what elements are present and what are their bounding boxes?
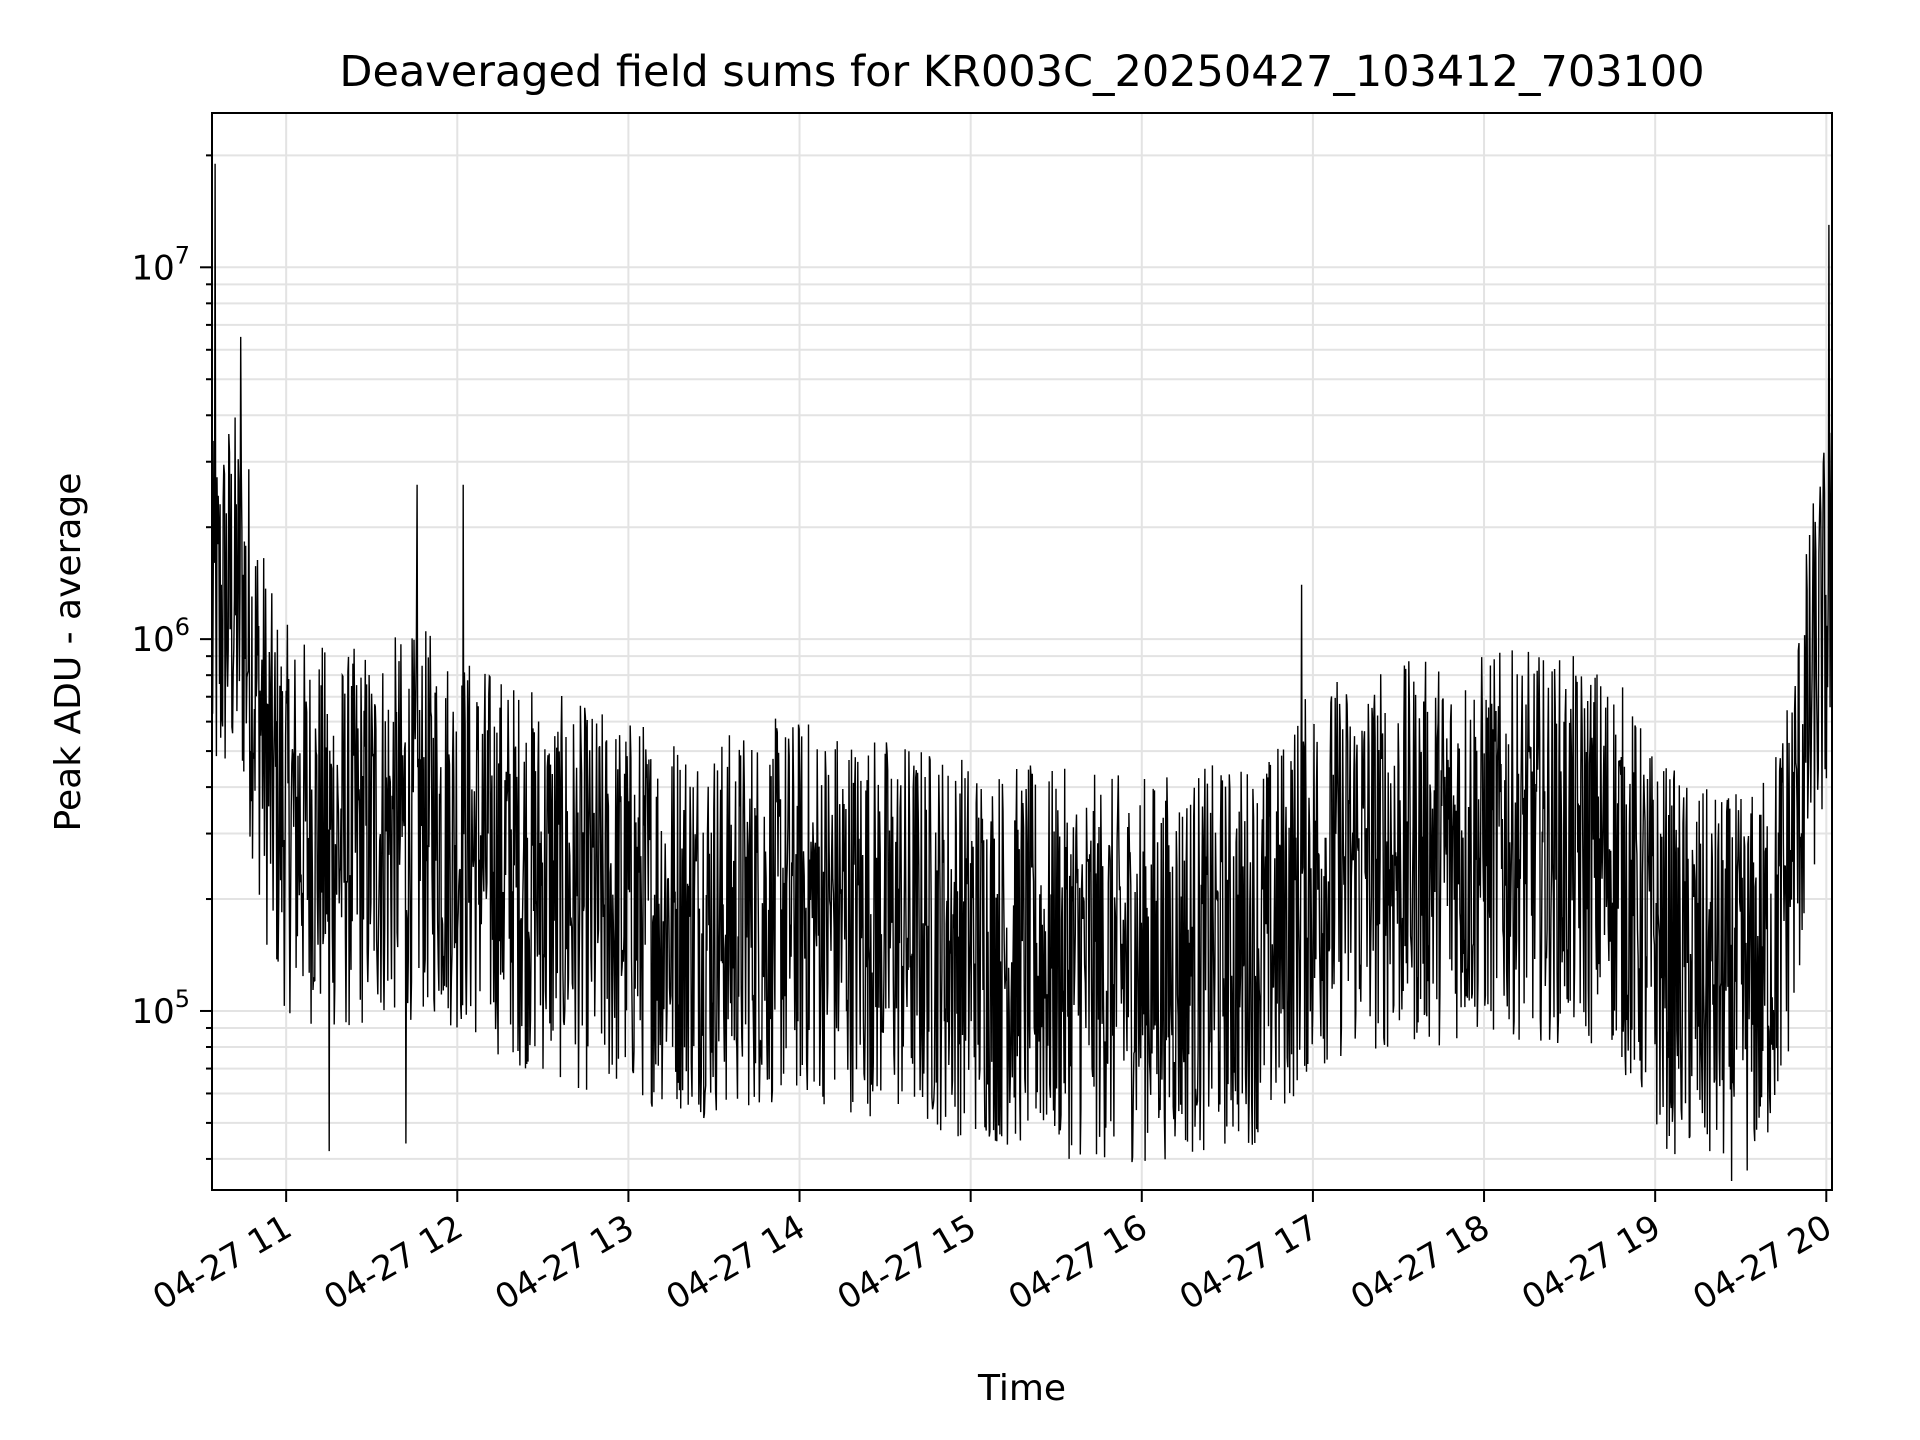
y-tick-exponent: 5 bbox=[175, 985, 190, 1013]
y-tick-base: 10 bbox=[131, 248, 174, 288]
y-tick-exponent: 6 bbox=[175, 613, 190, 641]
series-group bbox=[211, 163, 1833, 1182]
y-tick-base: 10 bbox=[131, 620, 174, 660]
x-axis-label: Time bbox=[977, 1368, 1066, 1409]
series-line bbox=[211, 163, 1833, 1182]
y-tick-label: 107 bbox=[131, 241, 190, 288]
axes-frame bbox=[211, 112, 1833, 1191]
y-tick-exponent: 7 bbox=[175, 241, 190, 269]
chart-title: Deaveraged field sums for KR003C_2025042… bbox=[339, 47, 1704, 97]
y-axis-label: Peak ADU - average bbox=[48, 473, 89, 832]
y-tick-label: 105 bbox=[131, 985, 190, 1032]
y-tick-label: 106 bbox=[131, 613, 190, 660]
y-tick-base: 10 bbox=[131, 992, 174, 1032]
